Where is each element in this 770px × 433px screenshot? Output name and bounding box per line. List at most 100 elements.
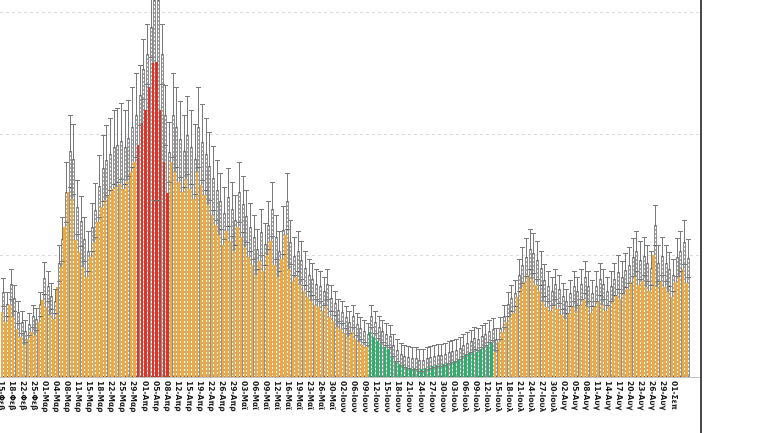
error-bar-cap-top: [119, 103, 125, 104]
error-bar-line: [500, 317, 502, 328]
error-bar-cap-top: [122, 110, 128, 111]
bar: [674, 282, 677, 377]
error-bar-dotted-line: [455, 350, 457, 377]
error-bar-cap-top: [111, 110, 117, 111]
error-bar-dotted-line: [540, 268, 542, 377]
error-bar-cap-top: [200, 104, 206, 105]
error-bar-dotted-line: [470, 341, 472, 377]
x-axis-label: 04-Μαρ: [52, 381, 62, 413]
bar: [0, 312, 4, 377]
error-bar-cap-top: [82, 217, 88, 218]
bar: [313, 305, 316, 377]
bar: [125, 181, 129, 377]
error-bar-cap-bottom: [85, 271, 91, 272]
bar: [320, 311, 324, 377]
error-bar-line: [87, 231, 89, 251]
error-bar-cap-top: [247, 203, 253, 204]
bar: [626, 289, 629, 377]
error-bar-cap-top: [457, 337, 463, 338]
error-bar-cap-bottom: [619, 293, 625, 294]
error-bar-dotted-line: [187, 135, 189, 377]
bar-low: [490, 343, 493, 377]
error-bar-cap-top: [479, 325, 485, 326]
error-bar-cap-bottom: [413, 369, 419, 370]
bar: [85, 277, 88, 377]
bar: [217, 235, 221, 377]
error-bar-line: [18, 301, 20, 312]
error-bar-dotted-line: [547, 286, 549, 377]
error-bar-cap-bottom: [281, 254, 287, 255]
error-bar-dotted-line: [592, 293, 594, 377]
x-axis-label: 23-Αυγ: [637, 381, 647, 411]
error-bar-cap-bottom: [557, 303, 563, 304]
error-bar-cap-bottom: [472, 349, 478, 350]
error-bar-dotted-line: [150, 27, 152, 377]
error-bar-dotted-line: [7, 304, 9, 377]
error-bar-cap-bottom: [148, 57, 154, 58]
x-axis-label: 06-Μαϊ: [250, 381, 260, 411]
error-bar-dotted-line: [522, 265, 524, 377]
bar-peak: [166, 193, 169, 377]
bar-low: [464, 355, 467, 377]
error-bar-line: [452, 340, 454, 351]
error-bar-cap-top: [100, 135, 106, 136]
error-bar-cap-bottom: [251, 259, 257, 260]
error-bar-dotted-line: [356, 324, 358, 377]
error-bar-cap-top: [19, 311, 25, 312]
error-bar-cap-top: [115, 108, 121, 109]
error-bar-dotted-line: [647, 263, 649, 377]
error-bar-cap-bottom: [402, 367, 408, 368]
error-bar-cap-bottom: [343, 328, 349, 329]
error-bar-line: [584, 261, 586, 277]
error-bar-line: [617, 255, 619, 272]
error-bar-dotted-line: [349, 322, 351, 377]
error-bar-cap-bottom: [347, 333, 353, 334]
error-bar-cap-bottom: [630, 276, 636, 277]
error-bar-line: [40, 292, 42, 304]
bar: [203, 195, 206, 377]
error-bar-line: [544, 264, 546, 280]
x-axis-label: 09-Ιουν: [361, 381, 371, 413]
error-bar-line: [547, 271, 549, 286]
error-bar-cap-bottom: [12, 311, 18, 312]
error-bar-cap-top: [74, 180, 80, 181]
bar: [357, 342, 361, 377]
error-bar-cap-top: [262, 223, 268, 224]
error-bar-line: [25, 320, 27, 331]
error-bar-cap-bottom: [52, 313, 58, 314]
error-bar-cap-top: [189, 110, 195, 111]
bar: [107, 195, 110, 377]
bar: [516, 297, 519, 377]
error-bar-cap-top: [30, 305, 36, 306]
error-bar-dotted-line: [84, 239, 86, 377]
error-bar-cap-bottom: [152, 200, 158, 201]
error-bar-cap-top: [328, 285, 334, 286]
error-bar-line: [32, 305, 34, 316]
error-bar-line: [540, 251, 542, 268]
error-bar-dotted-line: [102, 168, 104, 377]
error-bar-line: [176, 87, 178, 127]
gridline: [0, 255, 701, 256]
error-bar-cap-bottom: [494, 350, 500, 351]
error-bar-dotted-line: [643, 256, 645, 377]
error-bar-cap-bottom: [137, 125, 143, 126]
x-axis-label: 15-Μαρ: [85, 381, 95, 413]
x-axis-label: 26-Μαϊ: [317, 381, 327, 411]
error-bar-line: [150, 0, 152, 27]
error-bar-cap-top: [560, 283, 566, 284]
error-bar-cap-bottom: [38, 316, 44, 317]
error-bar-line: [10, 269, 12, 284]
bar: [44, 307, 48, 377]
x-axis-label: 12-Ιουν: [372, 381, 382, 413]
error-bar-line: [235, 195, 237, 220]
bar: [8, 305, 11, 377]
error-bar-cap-bottom: [564, 313, 570, 314]
error-bar-cap-top: [395, 339, 401, 340]
error-bar-cap-bottom: [100, 201, 106, 202]
error-bar-cap-top: [310, 263, 316, 264]
error-bar-cap-bottom: [601, 299, 607, 300]
error-bar-cap-top: [523, 238, 529, 239]
error-bar-cap-top: [85, 231, 91, 232]
error-bar-line: [260, 209, 262, 232]
error-bar-line: [187, 96, 189, 135]
